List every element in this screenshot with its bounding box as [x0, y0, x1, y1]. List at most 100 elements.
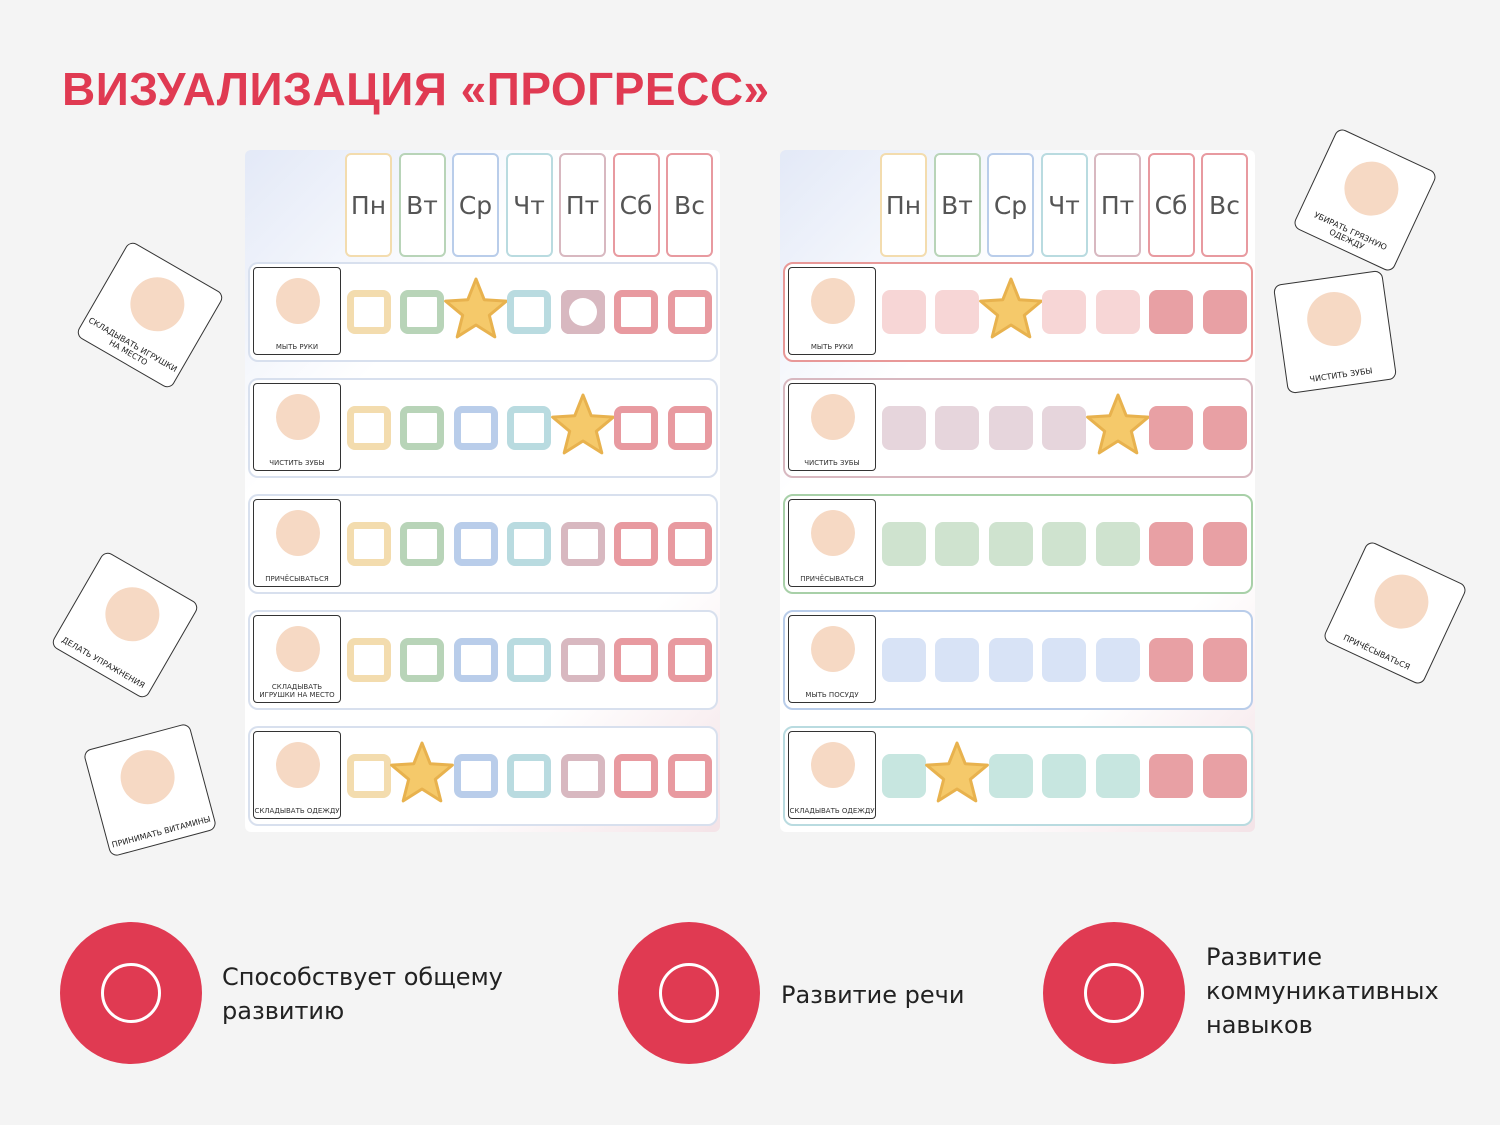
side-card: ПРИНИМАТЬ ВИТАМИНЫ	[82, 722, 218, 858]
day-header: Сб	[1147, 153, 1195, 257]
illustration	[1335, 152, 1408, 225]
illustration	[120, 267, 195, 342]
side-card: ДЕЛАТЬ УПРАЖНЕНИЯ	[49, 549, 201, 701]
illustration	[811, 394, 855, 440]
day-header: Вт	[398, 153, 446, 257]
progress-cell	[667, 290, 712, 334]
progress-cell	[507, 290, 551, 334]
illustration	[276, 394, 320, 440]
task-label: МЫТЬ ПОСУДУ	[805, 691, 859, 699]
icon-glyph	[1084, 963, 1144, 1023]
progress-cell	[560, 754, 605, 798]
progress-cell	[614, 754, 658, 798]
progress-cell	[453, 406, 498, 450]
feature-icon	[618, 922, 760, 1064]
day-header: Пн	[345, 153, 392, 257]
progress-cell	[1149, 290, 1193, 334]
icon-glyph	[659, 963, 719, 1023]
progress-cell	[1042, 638, 1086, 682]
progress-cell	[614, 638, 658, 682]
task-label: МЫТЬ РУКИ	[810, 343, 854, 351]
day-header: Ср	[987, 153, 1034, 257]
illustration	[811, 278, 855, 324]
progress-cell	[1149, 522, 1193, 566]
illustration	[276, 510, 320, 556]
task-label: ЧИСТИТЬ ЗУБЫ	[804, 459, 860, 467]
card-label: УБИРАТЬ ГРЯЗНУЮ ОДЕЖДУ	[1312, 210, 1389, 253]
progress-cell	[881, 638, 926, 682]
task-label: СКЛАДЫВАТЬ ОДЕЖДУ	[789, 807, 875, 815]
star	[550, 393, 615, 455]
progress-cell	[1095, 754, 1140, 798]
progress-cell	[1095, 522, 1140, 566]
card-label: ЧИСТИТЬ ЗУБЫ	[1309, 366, 1374, 384]
progress-cell	[667, 638, 712, 682]
progress-cell	[935, 522, 979, 566]
progress-cell	[400, 638, 444, 682]
star	[443, 277, 508, 339]
progress-cell	[1202, 638, 1247, 682]
progress-cell	[453, 754, 498, 798]
side-card: ПРИЧЁСЫВАТЬСЯ	[1321, 539, 1469, 687]
progress-cell	[881, 522, 926, 566]
feature-text: Развитие коммуникативных навыков	[1206, 943, 1439, 1039]
progress-cell	[1202, 754, 1247, 798]
illustration	[276, 742, 320, 788]
illustration	[114, 744, 181, 811]
progress-cell	[988, 638, 1033, 682]
illustration	[811, 626, 855, 672]
task-card: МЫТЬ РУКИ	[788, 267, 876, 355]
icon-glyph	[101, 963, 161, 1023]
feature-icon	[1043, 922, 1185, 1064]
illustration	[276, 626, 320, 672]
task-card: ЧИСТИТЬ ЗУБЫ	[253, 383, 341, 471]
task-card: МЫТЬ РУКИ	[253, 267, 341, 355]
progress-cell	[881, 754, 926, 798]
day-header: Пт	[559, 153, 606, 257]
day-header: Сб	[612, 153, 660, 257]
illustration	[1365, 565, 1438, 638]
progress-cell	[560, 638, 605, 682]
illustration	[95, 577, 170, 652]
feature-icon	[60, 922, 202, 1064]
progress-cell	[560, 522, 605, 566]
progress-cell	[453, 638, 498, 682]
day-header: Вт	[933, 153, 981, 257]
progress-cell	[1095, 290, 1140, 334]
progress-cell	[507, 406, 551, 450]
progress-cell	[988, 754, 1033, 798]
progress-cell	[507, 638, 551, 682]
progress-cell	[1202, 290, 1247, 334]
task-card: СКЛАДЫВАТЬ ОДЕЖДУ	[253, 731, 341, 819]
progress-cell	[935, 638, 979, 682]
task-label: ЧИСТИТЬ ЗУБЫ	[269, 459, 325, 467]
task-label: ПРИЧЁСЫВАТЬСЯ	[800, 575, 864, 583]
feature-text: Способствует общему развитию	[222, 963, 503, 1025]
progress-cell	[1149, 406, 1193, 450]
progress-cell	[614, 522, 658, 566]
dot	[568, 298, 597, 326]
progress-cell	[1202, 522, 1247, 566]
progress-cell	[667, 406, 712, 450]
progress-cell	[400, 290, 444, 334]
task-card: ПРИЧЁСЫВАТЬСЯ	[788, 499, 876, 587]
card-label: ПРИНИМАТЬ ВИТАМИНЫ	[110, 814, 212, 850]
progress-cell	[614, 406, 658, 450]
progress-cell	[346, 406, 391, 450]
task-card: СКЛАДЫВАТЬ ОДЕЖДУ	[788, 731, 876, 819]
feature-text: Развитие речи	[781, 981, 965, 1009]
star	[1085, 393, 1150, 455]
progress-cell	[507, 522, 551, 566]
progress-cell	[560, 290, 605, 334]
star	[978, 277, 1043, 339]
progress-cell	[1149, 754, 1193, 798]
day-header: Вс	[666, 153, 713, 257]
task-card: МЫТЬ ПОСУДУ	[788, 615, 876, 703]
progress-cell	[1042, 522, 1086, 566]
progress-cell	[1042, 406, 1086, 450]
progress-cell	[881, 406, 926, 450]
progress-cell	[1149, 638, 1193, 682]
progress-cell	[346, 290, 391, 334]
side-card: СКЛАДЫВАТЬ ИГРУШКИ НА МЕСТО	[74, 239, 226, 391]
day-header: Вс	[1201, 153, 1248, 257]
